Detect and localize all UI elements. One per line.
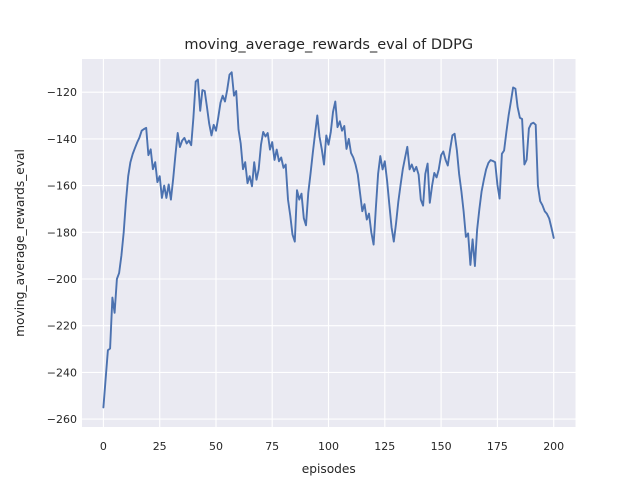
y-tick-label: −260 [47, 413, 77, 426]
x-tick-label: 125 [374, 440, 395, 453]
y-tick-labels: −120 −140 −160 −180 −200 −220 −240 −260 [47, 86, 77, 426]
x-tick-label: 0 [100, 440, 107, 453]
y-axis-label: moving_average_rewards_eval [13, 149, 27, 337]
y-tick-label: −160 [47, 180, 77, 193]
x-tick-labels: 0 25 50 75 100 125 150 175 200 [100, 440, 564, 453]
y-tick-label: −180 [47, 226, 77, 239]
x-tick-label: 25 [153, 440, 167, 453]
y-tick-label: −120 [47, 86, 77, 99]
y-tick-label: −220 [47, 320, 77, 333]
x-tick-label: 175 [487, 440, 508, 453]
x-tick-label: 150 [431, 440, 452, 453]
x-tick-label: 50 [209, 440, 223, 453]
x-axis-label: episodes [302, 462, 356, 476]
x-tick-label: 75 [265, 440, 279, 453]
y-tick-label: −140 [47, 133, 77, 146]
x-tick-label: 100 [318, 440, 339, 453]
x-tick-label: 200 [543, 440, 564, 453]
y-tick-label: −240 [47, 366, 77, 379]
chart-title: moving_average_rewards_eval of DDPG [184, 37, 473, 53]
y-tick-label: −200 [47, 273, 77, 286]
reward-line [102, 71, 555, 409]
